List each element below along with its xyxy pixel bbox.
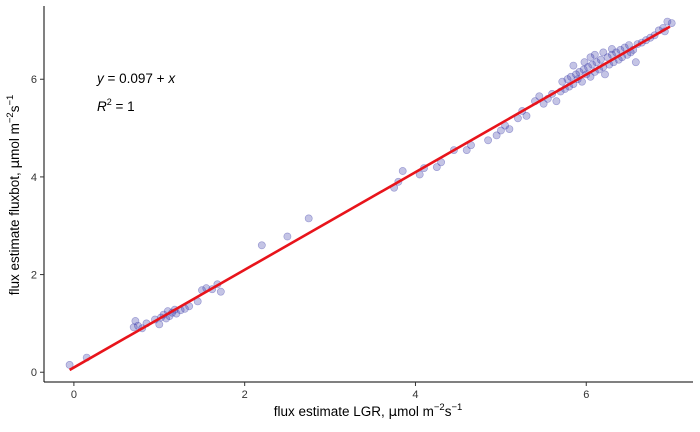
data-point [398, 167, 407, 175]
data-point [663, 17, 672, 26]
data-point [599, 48, 608, 57]
y-tick-label: 0 [31, 367, 37, 379]
data-point [505, 125, 514, 134]
y-tick-label: 6 [31, 74, 37, 86]
data-point [596, 55, 605, 64]
r-squared-annotation: R2 = 1 [97, 97, 135, 114]
data-point [492, 131, 501, 140]
data-point [590, 50, 599, 59]
y-ticks: 0 2 4 6 [31, 74, 44, 379]
data-point [432, 163, 441, 171]
data-point [579, 65, 588, 74]
y-axis-title: flux estimate fluxbot, μmol m−2s−1 [5, 95, 23, 296]
y-tick-label: 2 [31, 270, 37, 282]
data-point [129, 323, 138, 332]
equation-annotation: y = 0.097 + x [96, 71, 176, 86]
data-point [667, 19, 676, 27]
data-point [558, 77, 567, 86]
data-point [601, 70, 609, 79]
x-tick-label: 4 [412, 389, 418, 401]
data-point [484, 136, 492, 145]
data-point [572, 70, 580, 79]
fit-line [68, 25, 671, 372]
data-point [155, 320, 164, 329]
data-point [216, 287, 225, 296]
data-point [257, 241, 266, 250]
x-tick-label: 0 [71, 389, 77, 401]
y-tick-label: 4 [31, 172, 37, 184]
data-point [569, 61, 578, 70]
data-point [283, 232, 292, 241]
data-point [608, 45, 616, 53]
data-point [496, 126, 505, 135]
x-tick-label: 2 [242, 389, 248, 401]
data-point [522, 112, 531, 120]
data-point [304, 214, 313, 223]
x-tick-label: 6 [583, 389, 589, 401]
data-point [567, 72, 575, 81]
data-point [584, 63, 592, 71]
data-point [575, 68, 584, 76]
data-point [631, 58, 640, 67]
data-point [588, 60, 597, 69]
data-point [131, 317, 140, 325]
data-point [592, 58, 601, 67]
data-point [462, 146, 471, 154]
data-point [552, 97, 561, 106]
data-point [580, 58, 589, 67]
x-axis-title: flux estimate LGR, μmol m−2s−1 [274, 402, 463, 420]
x-ticks: 0 2 4 6 [71, 382, 589, 401]
data-point [586, 53, 595, 62]
data-point [563, 75, 572, 84]
